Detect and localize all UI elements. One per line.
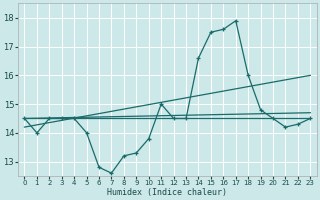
X-axis label: Humidex (Indice chaleur): Humidex (Indice chaleur) [108,188,228,197]
